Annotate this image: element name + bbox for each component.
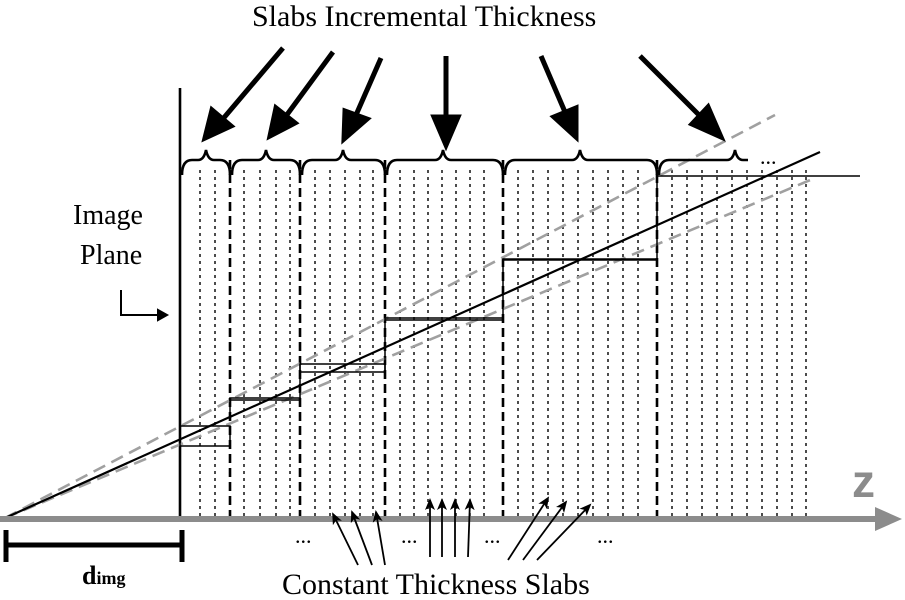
arrow-down-icon (430, 114, 462, 152)
axis-ellipsis: ... (401, 523, 418, 548)
distance-marker (3, 530, 185, 562)
arrow-down-icon (266, 103, 300, 141)
axis-ellipsis: ... (295, 523, 312, 548)
bottom-title: Constant Thickness Slabs (282, 568, 590, 600)
constant-slab-lines (199, 170, 807, 520)
distance-label: dimg (82, 561, 125, 590)
z-axis-arrowhead-icon (875, 507, 902, 531)
image-plane-label-line1: Image (73, 200, 143, 231)
axis-ellipsis: ... (597, 523, 614, 548)
arrow-down-icon (341, 107, 372, 145)
axis-ellipsis: ... (484, 523, 501, 548)
step-boxes (179, 175, 860, 447)
brace-ellipsis: ... (760, 144, 777, 169)
ray-line (4, 150, 821, 520)
corner-arrow-icon (120, 290, 170, 322)
z-axis-label: z (852, 455, 875, 507)
slab-pointer-arrows (201, 46, 726, 152)
cone-lines (4, 113, 816, 520)
incremental-braces (180, 149, 748, 176)
constant-pointer-arrows (332, 496, 592, 566)
arrow-down-icon (201, 105, 236, 143)
top-title: Slabs Incremental Thickness (252, 0, 596, 33)
arrow-down-icon (549, 104, 579, 143)
image-plane-label-line2: Plane (80, 240, 142, 271)
arrow-down-icon (687, 102, 726, 142)
